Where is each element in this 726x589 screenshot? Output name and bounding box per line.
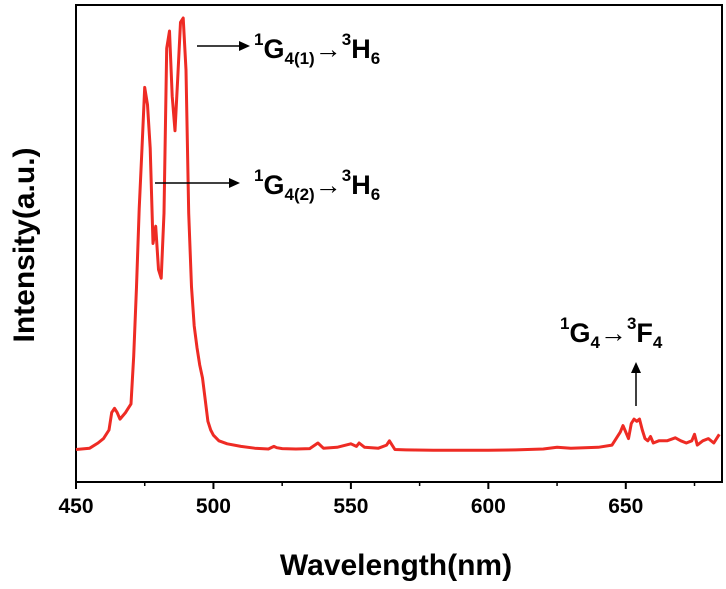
- annotation-g4-f4: 1G4→3F4: [560, 314, 663, 406]
- x-tick-label: 500: [196, 495, 231, 518]
- annotation-label: 1G4(2)→3H6: [254, 166, 380, 204]
- plot-frame: [75, 4, 723, 483]
- annotation-label: 1G4→3F4: [560, 314, 663, 352]
- x-tick-label: 600: [471, 495, 506, 518]
- annotation-arrowhead: [239, 41, 250, 51]
- y-axis-title: Intensity(a.u.): [8, 147, 41, 342]
- annotation-g41-h6: 1G4(1)→3H6: [197, 30, 380, 68]
- annotation-label: 1G4(1)→3H6: [254, 30, 380, 68]
- annotation-arrowhead: [631, 362, 641, 373]
- series-line: [75, 16, 721, 452]
- annotation-g42-h6: 1G4(2)→3H6: [155, 166, 380, 204]
- x-axis-ticks: 450 500 550 600 650: [58, 482, 696, 518]
- x-tick-label: 650: [608, 495, 643, 518]
- plot-area: [75, 4, 723, 483]
- annotation-arrowhead: [229, 178, 240, 188]
- x-axis-title: Wavelength(nm): [280, 549, 512, 582]
- x-tick-label: 450: [58, 495, 93, 518]
- x-tick-label: 550: [333, 495, 368, 518]
